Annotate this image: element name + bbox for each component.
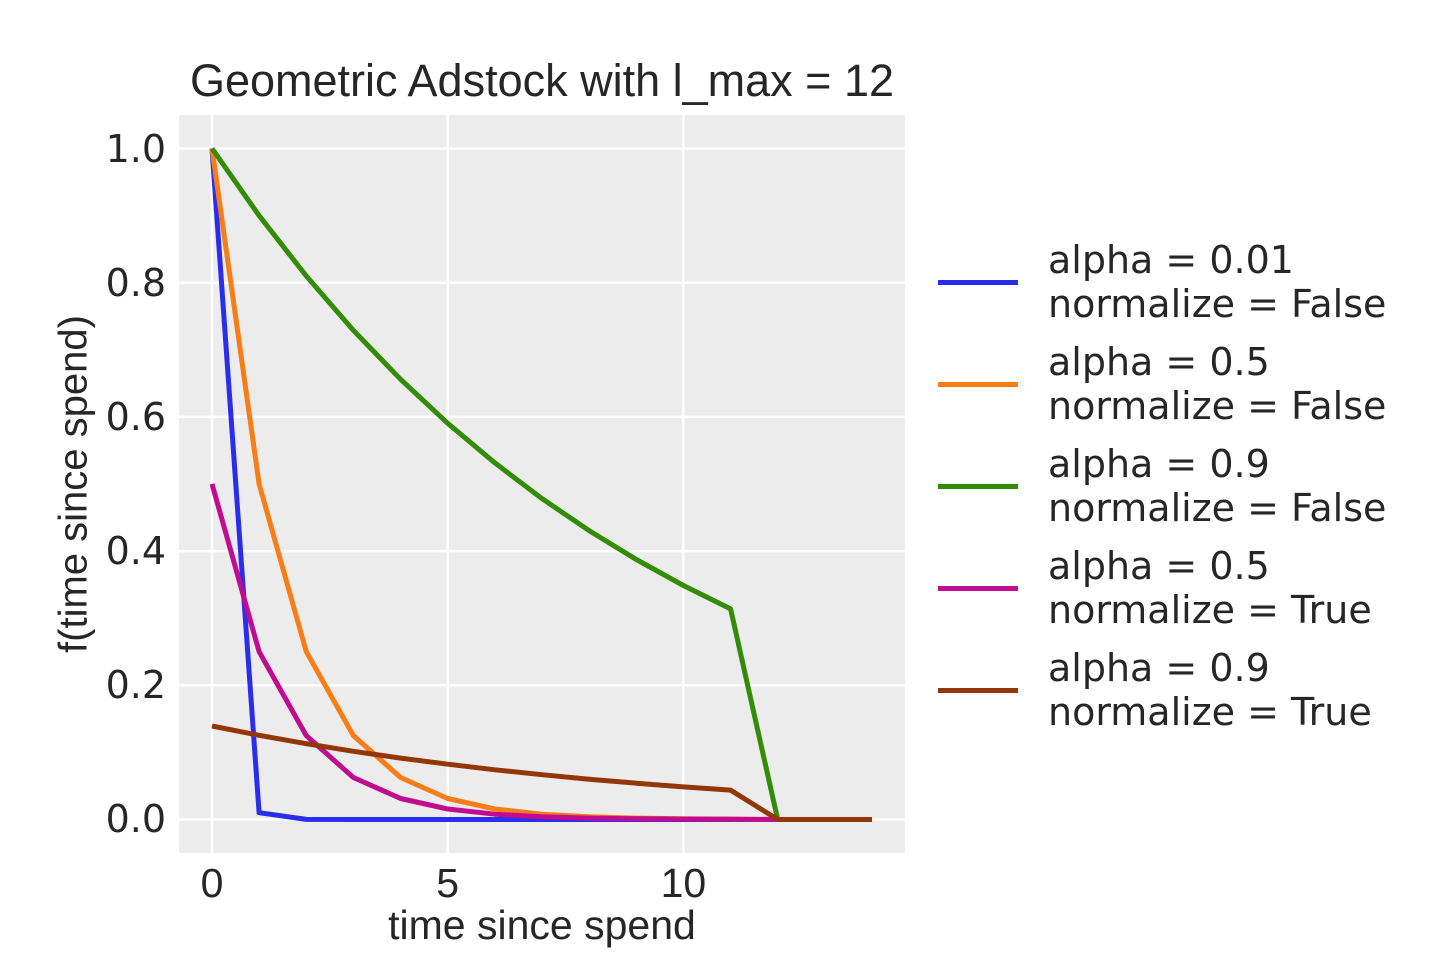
legend-entry: alpha = 0.01 normalize = False	[938, 238, 1386, 326]
legend-line-swatch	[938, 585, 1018, 591]
series-line-3	[209, 483, 872, 822]
legend-label-alpha: alpha = 0.5	[1048, 340, 1270, 384]
legend-label: alpha = 0.5 normalize = False	[1048, 340, 1386, 428]
series-line-2	[209, 147, 872, 822]
legend-entry: alpha = 0.9 normalize = False	[938, 442, 1386, 530]
legend-label: alpha = 0.5 normalize = True	[1048, 544, 1372, 632]
legend-label: alpha = 0.9 normalize = True	[1048, 646, 1372, 734]
y-tick-label: 0.4	[105, 529, 166, 574]
legend-label-alpha: alpha = 0.5	[1048, 544, 1270, 588]
y-tick-label: 0.2	[105, 663, 166, 708]
chart-title: Geometric Adstock with l_max = 12	[189, 55, 895, 106]
legend-line-swatch	[938, 381, 1018, 387]
legend-label-alpha: alpha = 0.9	[1048, 442, 1270, 486]
legend-label-normalize: normalize = True	[1048, 690, 1372, 734]
legend-entry: alpha = 0.9 normalize = True	[938, 646, 1386, 734]
y-tick-label: 0.6	[105, 394, 166, 439]
legend-label-normalize: normalize = False	[1048, 384, 1387, 428]
y-tick-label: 0.8	[105, 260, 166, 305]
legend-entry: alpha = 0.5 normalize = True	[938, 544, 1386, 632]
x-tick-label: 10	[660, 860, 707, 906]
x-axis-label: time since spend	[388, 902, 696, 948]
x-tick-label: 5	[436, 860, 460, 906]
legend-line-swatch	[938, 483, 1018, 489]
legend-line-swatch	[938, 687, 1018, 693]
legend-label-normalize: normalize = True	[1048, 588, 1372, 632]
x-tick-label: 0	[200, 860, 224, 906]
legend-label-normalize: normalize = False	[1048, 486, 1387, 530]
plot-area	[179, 115, 905, 853]
legend-label-normalize: normalize = False	[1048, 282, 1387, 326]
legend-line-swatch	[938, 279, 1018, 285]
series-line-4	[211, 723, 872, 822]
y-axis-label: f(time since spend)	[51, 315, 96, 653]
y-tick-label: 0.0	[105, 797, 166, 842]
y-tick-label: 1.0	[105, 126, 166, 171]
plot-background	[179, 115, 905, 853]
legend-label-alpha: alpha = 0.9	[1048, 646, 1270, 690]
legend-label-alpha: alpha = 0.01	[1048, 238, 1294, 282]
legend-entry: alpha = 0.5 normalize = False	[938, 340, 1386, 428]
legend: alpha = 0.01 normalize = False alpha = 0.5…	[938, 238, 1386, 734]
legend-label: alpha = 0.01 normalize = False	[1048, 238, 1386, 326]
legend-label: alpha = 0.9 normalize = False	[1048, 442, 1386, 530]
